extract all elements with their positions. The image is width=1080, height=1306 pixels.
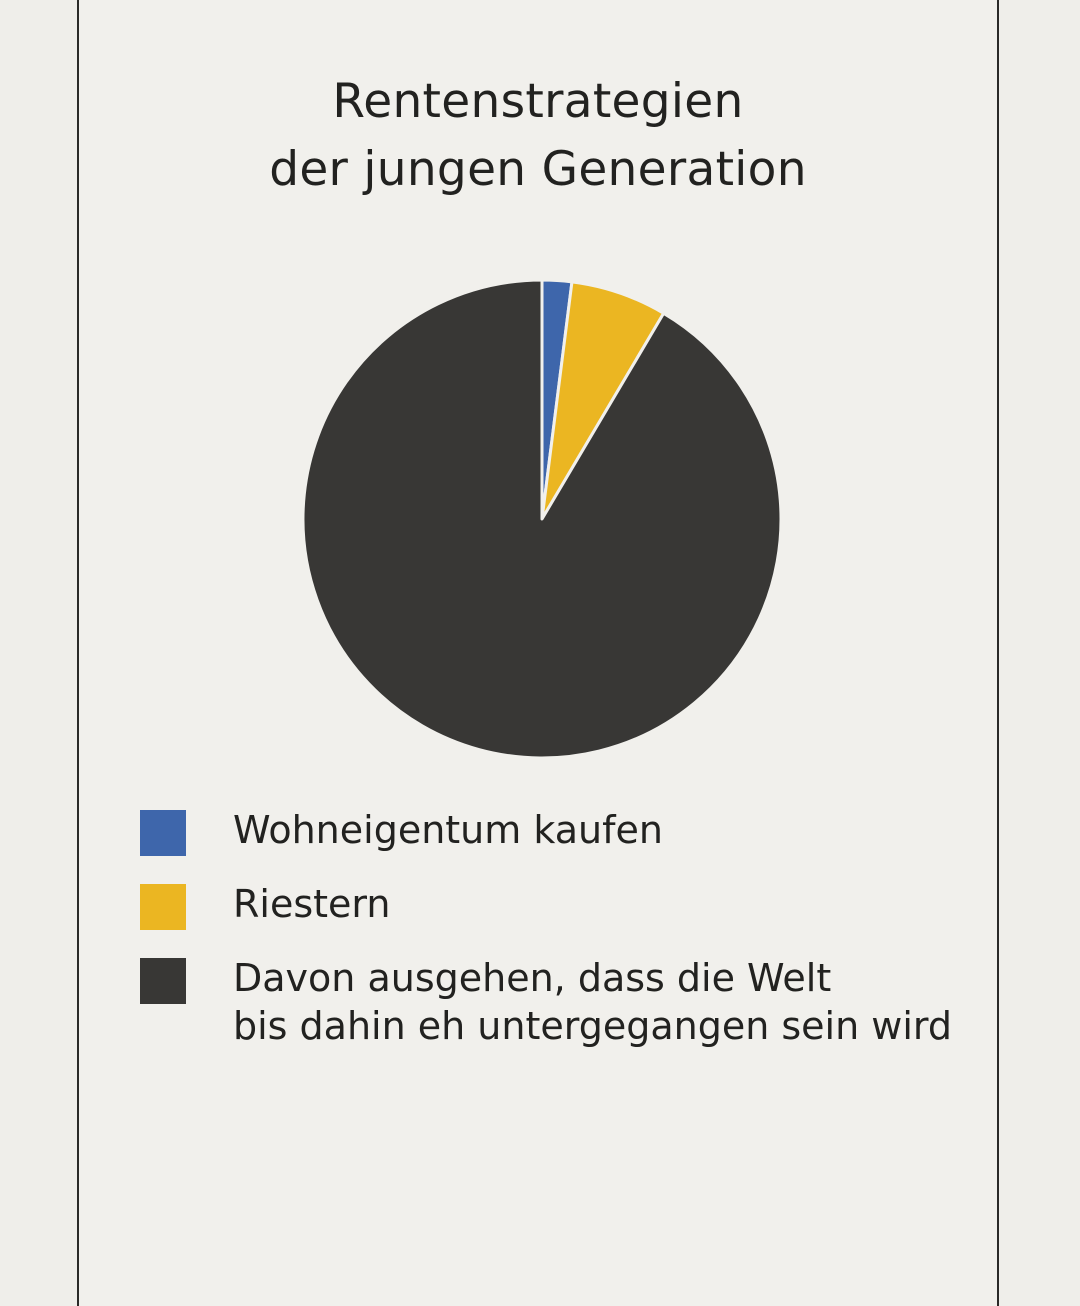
legend-item-riestern: Riestern	[140, 880, 952, 930]
chart-title-line-1: Rentenstrategien	[332, 74, 744, 129]
chart-card: Rentenstrategien der jungen Generation W…	[77, 0, 999, 1306]
legend-swatch-wohneigentum	[140, 810, 186, 856]
legend-label-weltuntergang: Davon ausgehen, dass die Welt bis dahin …	[233, 956, 952, 1048]
legend: Wohneigentum kaufen Riestern Davon ausge…	[140, 806, 952, 1076]
chart-title-line-2: der jungen Generation	[269, 142, 807, 197]
legend-swatch-riestern	[140, 884, 186, 930]
legend-item-weltuntergang: Davon ausgehen, dass die Welt bis dahin …	[140, 954, 952, 1050]
legend-item-wohneigentum: Wohneigentum kaufen	[140, 806, 952, 856]
legend-swatch-weltuntergang	[140, 958, 186, 1004]
pie-slice-weltuntergang	[302, 279, 782, 759]
pie-chart	[302, 279, 782, 759]
chart-title: Rentenstrategien der jungen Generation	[79, 68, 997, 204]
legend-label-wohneigentum: Wohneigentum kaufen	[233, 808, 663, 852]
legend-label-riestern: Riestern	[233, 882, 391, 926]
